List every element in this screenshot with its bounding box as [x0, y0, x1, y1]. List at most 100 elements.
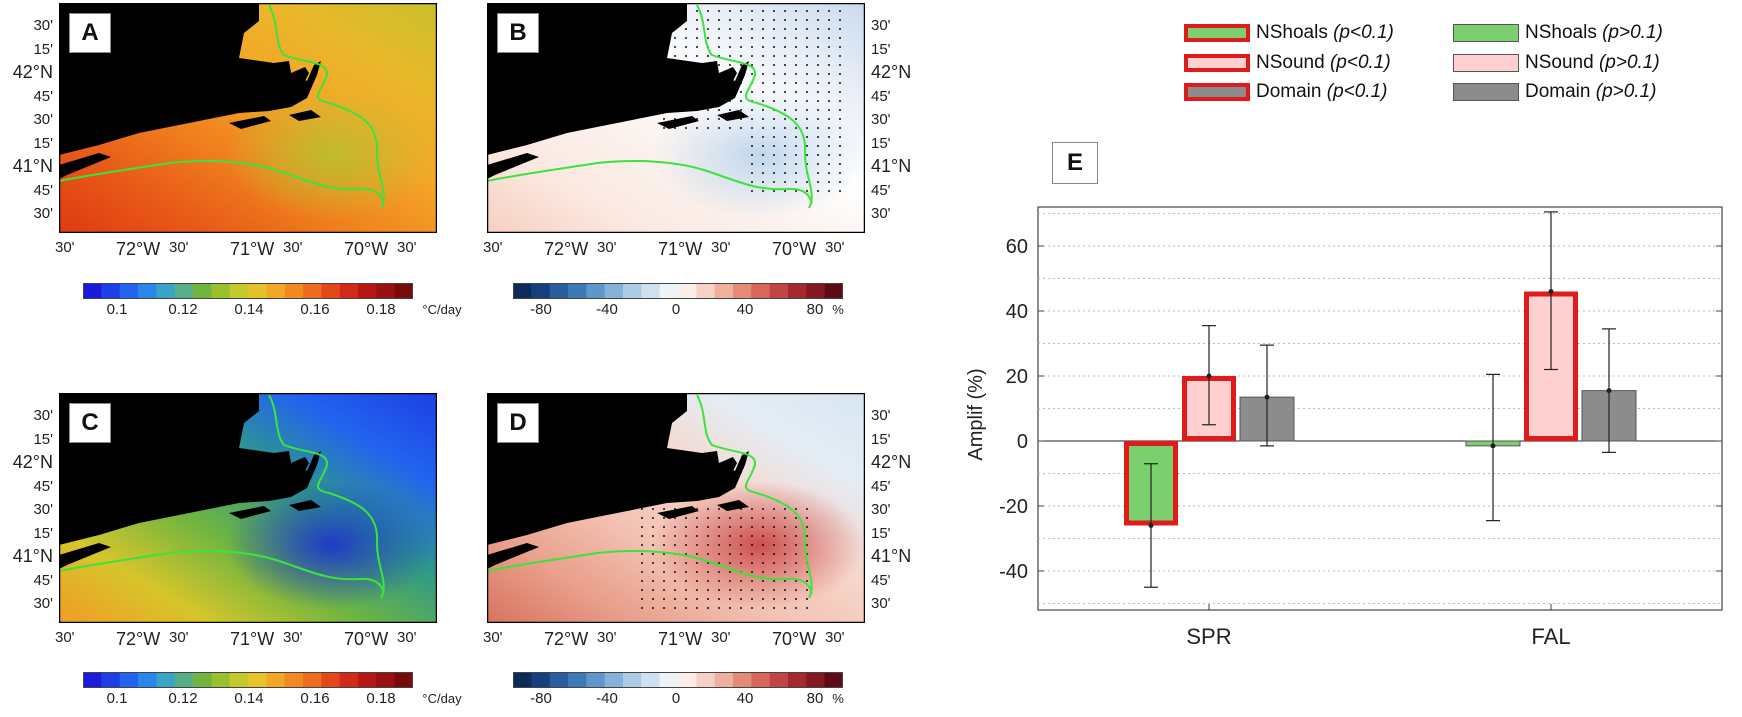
legend-series-name: Domain: [1256, 81, 1327, 102]
mean-marker: [1264, 394, 1270, 400]
legend-entry: NSound (p>0.1): [1453, 52, 1660, 74]
colorbar-swatch: [714, 283, 734, 299]
lat-tick-label: 41°N: [12, 546, 53, 566]
panel-label-b: B: [497, 13, 539, 53]
lon-tick-label: 30': [397, 629, 417, 646]
lon-tick-label: 30': [597, 629, 617, 646]
colorbar-tick-label: 0.1: [106, 301, 128, 318]
legend-entry: Domain (p<0.1): [1184, 81, 1387, 103]
colorbar-tick-label: 0: [671, 690, 681, 707]
error-bar: [1260, 344, 1274, 447]
lat-tick-label: 30': [871, 205, 891, 222]
mean-marker: [1606, 388, 1612, 394]
colorbar-swatch: [358, 672, 377, 688]
colorbar-swatch: [321, 672, 341, 688]
colorbar-unit-label: °C/day: [422, 691, 462, 706]
colorbar-tick-label: 0.12: [168, 301, 198, 318]
colorbar-pct-top: -80 -40 0 40 80%: [513, 283, 844, 319]
lat-tick-label: 15': [871, 40, 891, 58]
lat-tick-label: 45': [33, 571, 53, 589]
colorbar-swatch: [339, 672, 359, 688]
map-d: [487, 393, 865, 623]
error-bar: [1144, 463, 1158, 588]
colorbar-swatch: [586, 283, 606, 299]
colorbar-swatch: [824, 283, 843, 299]
mean-marker: [1148, 523, 1154, 528]
colorbar-swatch: [211, 672, 231, 688]
lat-tick-label: 45': [871, 477, 891, 495]
colorbar-swatch: [266, 283, 286, 299]
mean-marker: [1206, 373, 1212, 379]
y-tick-label: -40: [999, 561, 1028, 583]
legend-swatch: [1184, 83, 1250, 101]
colorbar-swatch: [376, 672, 396, 688]
legend-p-value: (p<0.1): [1326, 81, 1388, 102]
colorbar-swatch: [568, 283, 587, 299]
colorbar-swatch: [83, 283, 102, 299]
colorbar-swatch: [788, 283, 807, 299]
colorbar-swatch: [549, 283, 569, 299]
colorbar-temp-top: 0.1 0.12 0.14 0.16 0.18 °C/day: [83, 283, 462, 319]
colorbar-swatch: [321, 283, 341, 299]
colorbar-tick-label: -40: [596, 301, 618, 318]
colorbar-tick-label: 0.1: [106, 690, 128, 707]
x-tick-label: FAL: [1531, 624, 1570, 649]
colorbar-swatch: [394, 672, 413, 688]
colorbar-swatch: [678, 283, 697, 299]
lat-tick-label: 30': [871, 501, 891, 518]
lon-tick-label: 71°W: [658, 629, 703, 649]
lon-tick-label: 70°W: [344, 239, 389, 259]
colorbar-swatch: [211, 283, 231, 299]
map-panel-c: C 30' 15' 42°N 45' 30' 15' 41°N 45' 30' 30' 72°W 30'…: [13, 393, 437, 649]
y-tick-label: 40: [1006, 301, 1028, 323]
colorbar-swatch: [769, 672, 789, 688]
lat-tick-label: 41°N: [871, 156, 912, 176]
colorbar-tick-label: -80: [530, 301, 552, 318]
legend-p-value: (p<0.1): [1329, 52, 1391, 73]
legend-p-value: (p>0.1): [1602, 22, 1663, 43]
colorbar-swatch: [138, 283, 157, 299]
colorbar-swatch: [641, 283, 661, 299]
colorbar-swatch: [138, 672, 157, 688]
lat-tick-label: 41°N: [12, 156, 53, 176]
lat-tick-label: 30': [33, 205, 53, 222]
colorbar-temp-gradient: [83, 672, 413, 688]
colorbar-swatch: [156, 283, 176, 299]
colorbar-swatch: [339, 283, 359, 299]
colorbar-swatch: [284, 672, 304, 688]
colorbar-tick-label: 0.12: [168, 690, 198, 707]
colorbar-swatch: [193, 283, 212, 299]
colorbar-swatch: [678, 672, 697, 688]
colorbar-swatch: [604, 672, 624, 688]
y-tick-label: 0: [1017, 431, 1028, 453]
y-tick-label: -20: [999, 496, 1028, 518]
colorbar-unit-label: %: [832, 691, 844, 706]
lon-tick-label: 30': [55, 239, 75, 256]
colorbar-swatch: [659, 283, 679, 299]
lat-tick-label: 42°N: [12, 452, 53, 472]
legend-swatch: [1453, 24, 1519, 42]
map-b: [487, 3, 865, 233]
legend-swatch: [1184, 24, 1250, 42]
colorbar-swatch: [229, 283, 249, 299]
colorbar-tick-label: 0.16: [300, 301, 330, 318]
lon-tick-label: 30': [283, 239, 303, 256]
lon-tick-label: 70°W: [344, 629, 389, 649]
legend-series-name: NSound: [1525, 52, 1599, 73]
colorbar-swatch: [531, 672, 551, 688]
legend-swatch: [1453, 83, 1519, 101]
lat-tick-label: 45': [33, 181, 53, 199]
colorbar-swatch: [358, 283, 377, 299]
colorbar-swatch: [513, 283, 532, 299]
lat-tick-label: 15': [871, 430, 891, 448]
legend-series-name: NShoals: [1525, 22, 1603, 43]
colorbar-pct-gradient: [513, 283, 843, 299]
colorbar-swatch: [248, 283, 267, 299]
colorbar-swatch: [751, 672, 771, 688]
colorbar-swatch: [806, 283, 826, 299]
colorbar-swatch: [376, 283, 396, 299]
lon-tick-label: 30': [483, 239, 503, 256]
legend-series-name: Domain: [1525, 81, 1596, 102]
lat-tick-label: 15': [33, 524, 53, 542]
lon-tick-label: 70°W: [772, 239, 817, 259]
